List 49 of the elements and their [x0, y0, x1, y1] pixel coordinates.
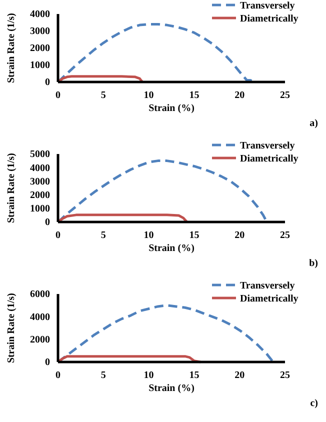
- x-axis-title: Strain (%): [148, 103, 194, 114]
- text: b): [309, 258, 318, 269]
- x-tick-label: 25: [280, 230, 290, 242]
- y-tick-label: 0: [45, 217, 50, 228]
- x-tick-label: 15: [189, 370, 200, 382]
- legend-label: Transversely: [240, 280, 295, 292]
- legend-label: Diametrically: [240, 154, 298, 164]
- x-tick-label: 0: [56, 370, 60, 382]
- y-tick-label: 2000: [30, 190, 50, 201]
- y-tick-label: 3000: [30, 26, 50, 38]
- y-tick-label: 1000: [30, 204, 50, 215]
- legend-label: Transversely: [240, 140, 295, 152]
- x-axis-title: Strain (%): [148, 383, 194, 394]
- x-tick-label: 10: [144, 90, 154, 102]
- x-tick-label: 5: [100, 90, 106, 102]
- x-tick-label: 0: [56, 90, 60, 102]
- y-tick-label: 1000: [30, 60, 50, 72]
- y-axis-title: Strain Rate (1/s): [6, 153, 17, 223]
- x-tick-label: 20: [234, 230, 245, 242]
- x-tick-label: 15: [189, 90, 200, 102]
- x-tick-label: 10: [144, 230, 154, 242]
- y-tick-label: 2000: [30, 43, 50, 54]
- y-tick-label: 0: [45, 357, 50, 368]
- y-tick-label: 6000: [30, 289, 50, 300]
- x-axis-title: Strain (%): [148, 243, 194, 254]
- line-series: [56, 214, 188, 224]
- x-tick-label: 25: [280, 90, 290, 102]
- y-axis-title: Strain Rate (1/s): [6, 13, 17, 83]
- x-tick-label: 20: [234, 90, 245, 102]
- text: c): [310, 398, 318, 409]
- text: a): [310, 118, 318, 129]
- y-tick-label: 5000: [30, 149, 50, 160]
- y-tick-label: 2000: [30, 334, 50, 346]
- x-tick-label: 0: [56, 230, 60, 242]
- y-tick-label: 3000: [30, 176, 50, 188]
- x-tick-label: 25: [280, 370, 290, 382]
- y-tick-label: 4000: [30, 9, 50, 20]
- y-tick-label: 4000: [30, 312, 50, 323]
- x-tick-label: 10: [144, 370, 154, 382]
- legend-label: Transversely: [240, 0, 295, 12]
- y-axis-title: Strain Rate (1/s): [6, 293, 17, 363]
- x-tick-label: 5: [100, 370, 106, 382]
- x-tick-label: 20: [234, 370, 245, 382]
- y-tick-label: 0: [45, 77, 50, 88]
- legend-label: Diametrically: [240, 14, 298, 24]
- y-tick-label: 4000: [30, 162, 50, 174]
- legend-label: Diametrically: [240, 294, 298, 304]
- x-tick-label: 5: [100, 230, 106, 242]
- x-tick-label: 15: [189, 230, 200, 242]
